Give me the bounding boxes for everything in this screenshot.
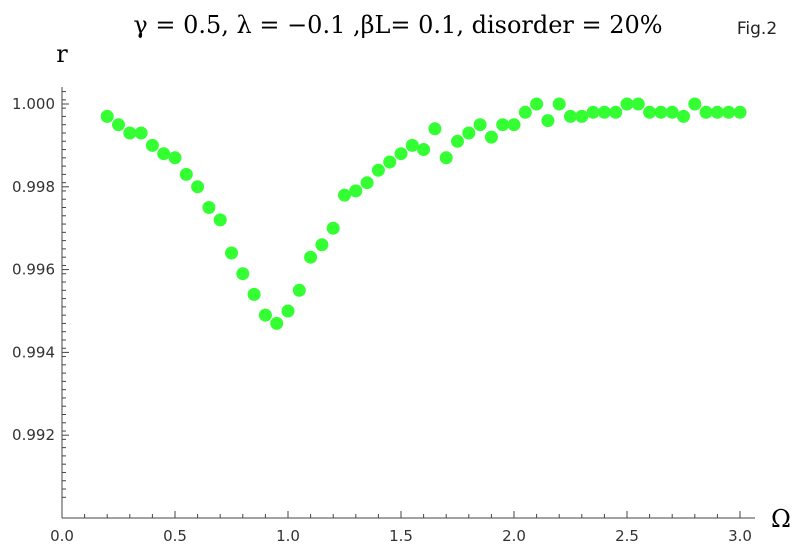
- data-point: [270, 316, 284, 330]
- y-tick-label: 0.996: [12, 261, 55, 279]
- data-point: [349, 184, 363, 198]
- data-point: [620, 97, 634, 111]
- data-point: [326, 221, 340, 235]
- data-point: [179, 167, 193, 181]
- data-point: [677, 109, 690, 123]
- data-point: [281, 304, 295, 318]
- data-point: [688, 97, 702, 111]
- data-point: [564, 109, 577, 123]
- data-point: [145, 138, 159, 152]
- data-point: [643, 105, 657, 119]
- data-point: [710, 105, 724, 119]
- data-point: [507, 118, 521, 132]
- y-axis-label: r: [56, 40, 68, 68]
- data-point: [338, 188, 351, 202]
- data-point: [157, 147, 171, 161]
- x-axis-ticks: 0.0 0.5 1.0 1.5 2.0 2.5 3.0: [50, 511, 752, 545]
- y-tick-label: 1.000: [12, 95, 55, 113]
- data-point: [530, 97, 544, 111]
- data-point: [496, 118, 510, 132]
- data-point: [292, 283, 306, 297]
- data-point: [213, 213, 227, 227]
- data-point: [586, 105, 600, 119]
- data-point: [247, 287, 261, 301]
- data-points: [100, 97, 747, 330]
- data-point: [123, 126, 137, 140]
- x-tick-label: 1.0: [276, 527, 300, 545]
- data-point: [315, 238, 329, 252]
- data-point: [168, 151, 182, 165]
- data-point: [304, 250, 318, 264]
- data-point: [225, 246, 238, 260]
- data-point: [552, 97, 566, 111]
- data-point: [191, 180, 205, 194]
- data-point: [597, 105, 611, 119]
- data-point: [428, 122, 442, 136]
- y-axis-ticks: 0.992 0.994 0.996 0.998 1.000: [12, 91, 69, 498]
- data-point: [665, 105, 679, 119]
- data-point: [394, 147, 408, 161]
- data-point: [699, 105, 713, 119]
- data-point: [371, 163, 385, 177]
- data-point: [541, 114, 555, 128]
- data-point: [518, 105, 532, 119]
- x-tick-label: 0.0: [50, 527, 74, 545]
- data-point: [258, 308, 272, 322]
- data-point: [654, 105, 668, 119]
- data-point: [609, 105, 623, 119]
- data-point: [631, 97, 645, 111]
- y-tick-label: 0.994: [12, 343, 55, 361]
- data-point: [360, 176, 374, 190]
- x-tick-label: 0.5: [163, 527, 187, 545]
- data-point: [575, 109, 589, 123]
- data-point: [473, 118, 487, 132]
- x-tick-label: 2.5: [615, 527, 639, 545]
- data-point: [202, 201, 216, 214]
- data-point: [383, 155, 397, 169]
- data-point: [733, 105, 747, 119]
- data-point: [100, 109, 114, 123]
- data-point: [417, 143, 431, 156]
- x-tick-label: 3.0: [728, 527, 752, 545]
- data-point: [722, 105, 736, 119]
- data-point: [236, 267, 250, 281]
- data-point: [451, 134, 464, 148]
- y-tick-label: 0.992: [12, 426, 55, 444]
- data-point: [112, 118, 125, 132]
- data-point: [405, 138, 419, 152]
- data-point: [462, 126, 476, 140]
- data-point: [134, 126, 148, 140]
- data-point: [439, 151, 453, 165]
- x-axis-label: Ω: [771, 505, 791, 533]
- data-point: [484, 130, 498, 144]
- figure-label: Fig.2: [737, 19, 777, 39]
- chart-title: γ = 0.5, λ = −0.1 ,βL= 0.1, disorder = 2…: [133, 11, 662, 39]
- x-tick-label: 2.0: [502, 527, 526, 545]
- x-tick-label: 1.5: [389, 527, 413, 545]
- y-tick-label: 0.998: [12, 178, 55, 196]
